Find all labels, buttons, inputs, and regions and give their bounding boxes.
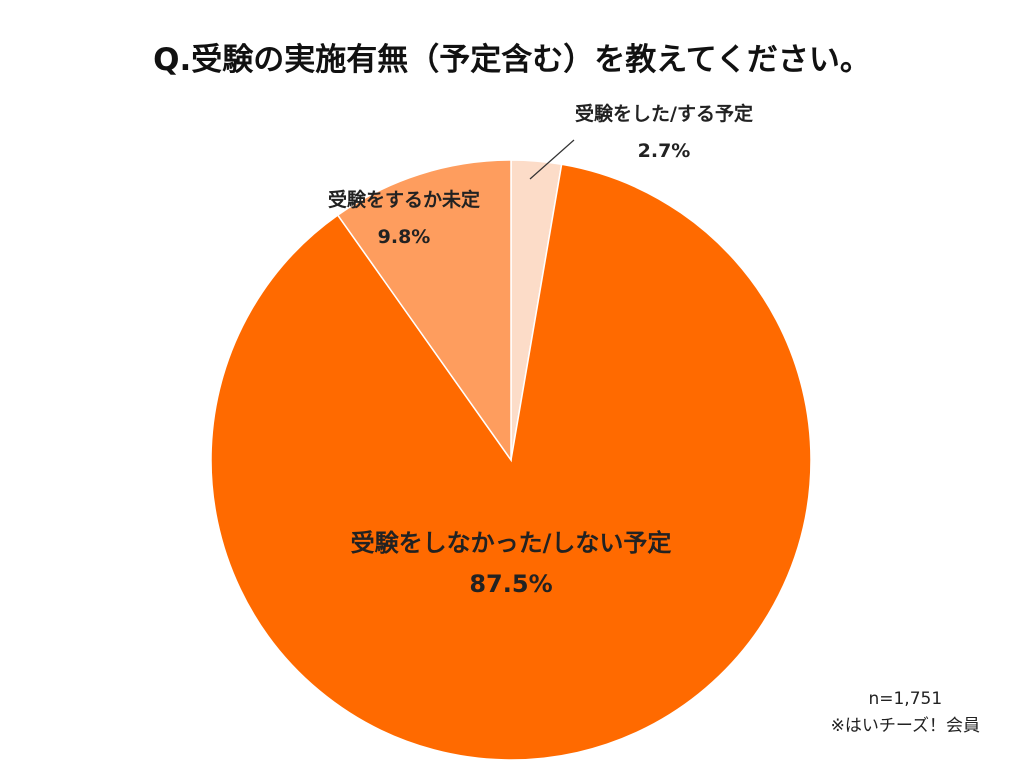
label-no-exam-value: 87.5% (469, 570, 552, 598)
source-note: ※はいチーズ！会員 (830, 716, 980, 736)
sample-size: n=1,751 (868, 689, 943, 709)
slice-no-exam (210, 163, 812, 761)
label-undecided-name: 受験をするか未定 (328, 188, 480, 211)
slice-undecided (336, 159, 512, 463)
leader-line (529, 139, 575, 180)
label-took-exam-name: 受験をした/する予定 (575, 102, 753, 125)
label-took-exam-value: 2.7% (638, 140, 691, 162)
label-undecided-value: 9.8% (378, 226, 431, 248)
label-no-exam-name: 受験をしなかった/しない予定 (351, 529, 672, 557)
chart-title: Q.受験の実施有無（予定含む）を教えてください。 (153, 42, 871, 78)
footnote: n=1,751 ※はいチーズ！会員 (831, 686, 980, 740)
